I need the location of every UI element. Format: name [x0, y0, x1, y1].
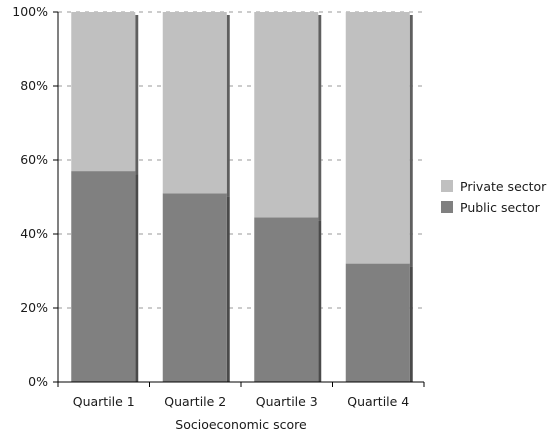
bar-shadow	[409, 266, 413, 382]
x-tick-label: Quartile 2	[164, 394, 226, 409]
bar-shadow	[135, 174, 139, 382]
axes: 0% 20% 40% 60% 80% 100% Quartile 1 Quartile 2 Qu…	[12, 4, 425, 409]
y-tick-label: 60%	[20, 152, 48, 167]
bar-shadow	[226, 15, 230, 197]
bar-segment-private-sector	[345, 12, 410, 264]
legend: Private sector Public sector	[441, 179, 547, 215]
y-tick-label: 40%	[20, 226, 48, 241]
x-tick-label: Quartile 1	[73, 394, 135, 409]
legend-label: Public sector	[460, 200, 541, 215]
legend-swatch	[441, 180, 453, 192]
y-tick-label: 0%	[28, 374, 48, 389]
bar-segment-private-sector	[162, 12, 227, 194]
y-tick-label: 20%	[20, 300, 48, 315]
bar-segment-public-sector	[71, 171, 136, 382]
bar-shadow	[135, 15, 139, 175]
bar-shadow	[318, 15, 322, 221]
y-tick-label: 80%	[20, 78, 48, 93]
bar-segment-public-sector	[254, 217, 319, 382]
bar-segment-private-sector	[71, 12, 136, 172]
bar-shadow	[409, 15, 413, 267]
bars	[71, 12, 413, 382]
x-tick-label: Quartile 4	[347, 394, 409, 409]
bar-segment-public-sector	[345, 263, 410, 382]
x-tick-label: Quartile 3	[256, 394, 318, 409]
legend-label: Private sector	[460, 179, 547, 194]
grid-lines	[58, 11, 424, 309]
y-tick-label: 100%	[12, 4, 48, 19]
bar-segment-public-sector	[162, 193, 227, 382]
bar-shadow	[318, 220, 322, 382]
bar-segment-private-sector	[254, 12, 319, 218]
bar-shadow	[226, 196, 230, 382]
legend-swatch	[441, 201, 453, 213]
x-axis-title: Socioeconomic score	[175, 417, 307, 432]
